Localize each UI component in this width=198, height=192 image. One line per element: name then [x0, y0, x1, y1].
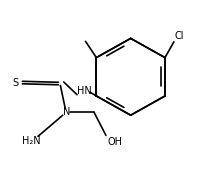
Text: H₂N: H₂N	[22, 136, 40, 146]
Text: Cl: Cl	[175, 31, 184, 41]
Text: HN: HN	[77, 86, 91, 96]
Text: OH: OH	[108, 137, 123, 147]
Text: N: N	[63, 107, 70, 117]
Text: S: S	[13, 78, 19, 88]
